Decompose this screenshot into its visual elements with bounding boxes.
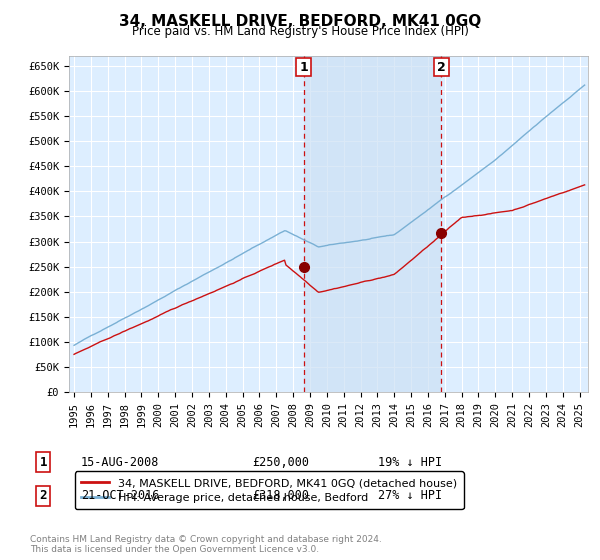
Text: 19% ↓ HPI: 19% ↓ HPI [378, 455, 442, 469]
Text: 34, MASKELL DRIVE, BEDFORD, MK41 0GQ: 34, MASKELL DRIVE, BEDFORD, MK41 0GQ [119, 14, 481, 29]
Bar [304, 56, 442, 392]
Text: 2: 2 [40, 489, 47, 502]
Text: 1: 1 [40, 455, 47, 469]
Text: 2: 2 [437, 60, 446, 73]
Legend: 34, MASKELL DRIVE, BEDFORD, MK41 0GQ (detached house), HPI: Average price, detac: 34, MASKELL DRIVE, BEDFORD, MK41 0GQ (de… [74, 472, 464, 509]
Text: 15-AUG-2008: 15-AUG-2008 [81, 455, 160, 469]
Text: £250,000: £250,000 [252, 455, 309, 469]
Text: 1: 1 [299, 60, 308, 73]
Text: 21-OCT-2016: 21-OCT-2016 [81, 489, 160, 502]
Text: Contains HM Land Registry data © Crown copyright and database right 2024.
This d: Contains HM Land Registry data © Crown c… [30, 535, 382, 554]
Text: 27% ↓ HPI: 27% ↓ HPI [378, 489, 442, 502]
Text: £318,000: £318,000 [252, 489, 309, 502]
Text: Price paid vs. HM Land Registry's House Price Index (HPI): Price paid vs. HM Land Registry's House … [131, 25, 469, 38]
